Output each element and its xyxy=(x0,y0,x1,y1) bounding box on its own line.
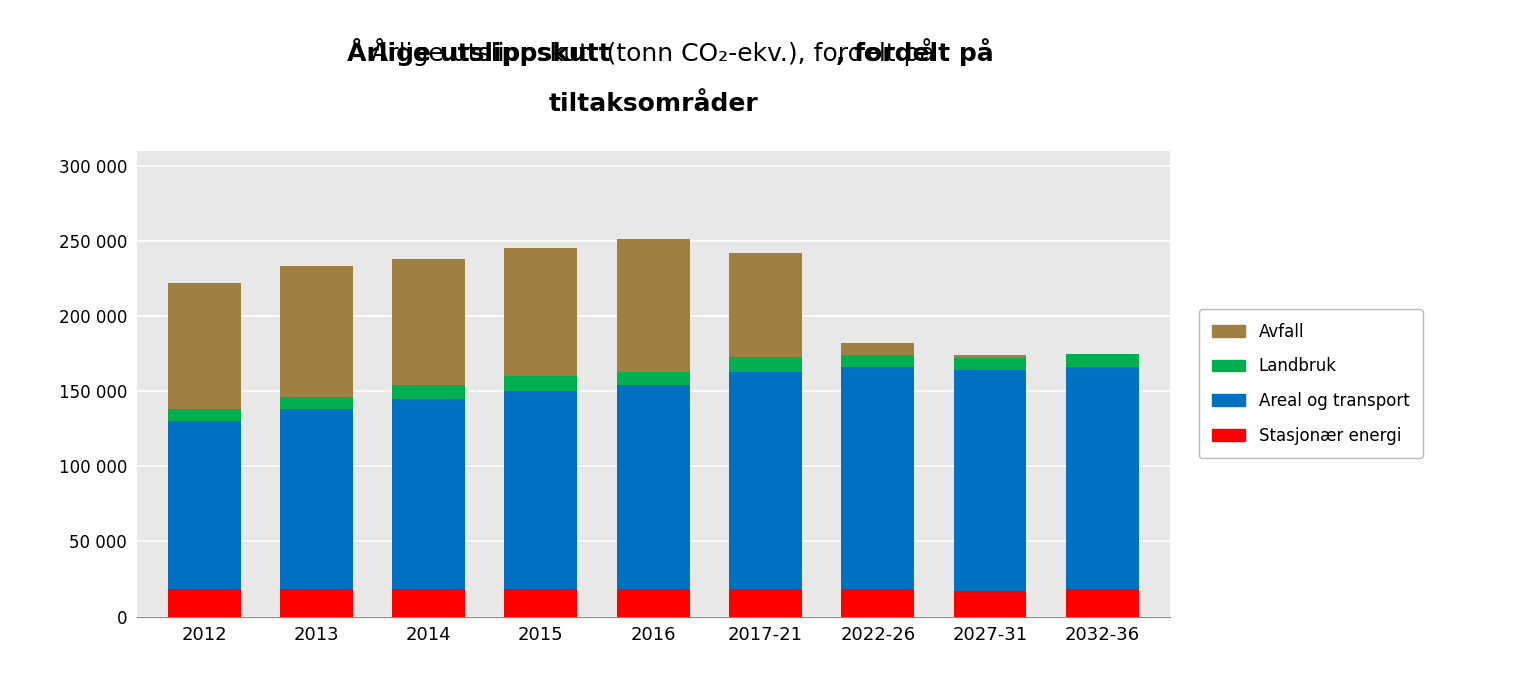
Bar xyxy=(392,385,465,399)
Bar xyxy=(842,343,914,355)
Text: Årlige utslippskutt (tonn CO₂-ekv.), fordelt på: Årlige utslippskutt (tonn CO₂-ekv.), for… xyxy=(371,38,936,66)
Bar xyxy=(617,371,690,385)
Bar xyxy=(617,239,690,371)
Bar xyxy=(279,590,352,616)
Bar xyxy=(167,409,240,421)
Bar xyxy=(504,249,577,376)
Bar xyxy=(392,590,465,616)
Bar xyxy=(1066,367,1139,590)
Bar xyxy=(167,421,240,590)
Bar xyxy=(279,266,352,397)
Bar xyxy=(1066,590,1139,616)
Bar xyxy=(279,397,352,409)
Bar xyxy=(729,253,802,357)
Bar xyxy=(842,590,914,616)
Bar xyxy=(954,358,1027,370)
Bar xyxy=(504,376,577,391)
Bar xyxy=(617,590,690,616)
Bar xyxy=(954,370,1027,591)
Bar xyxy=(954,591,1027,616)
Bar xyxy=(842,355,914,367)
Bar xyxy=(617,385,690,590)
Bar xyxy=(167,283,240,409)
Bar xyxy=(729,357,802,371)
Bar xyxy=(392,399,465,590)
Bar xyxy=(729,371,802,590)
Bar xyxy=(729,590,802,616)
Bar xyxy=(954,355,1027,358)
Bar xyxy=(504,391,577,590)
Bar xyxy=(392,259,465,385)
Bar xyxy=(1066,353,1139,367)
Text: Årlige utslippskutt: Årlige utslippskutt xyxy=(346,38,611,66)
Bar xyxy=(842,367,914,590)
Text: tiltaksområder: tiltaksområder xyxy=(548,92,758,116)
Bar xyxy=(279,409,352,590)
Text: , fordelt på: , fordelt på xyxy=(835,38,993,66)
Bar xyxy=(504,590,577,616)
Legend: Avfall, Landbruk, Areal og transport, Stasjonær energi: Avfall, Landbruk, Areal og transport, St… xyxy=(1198,309,1423,458)
Bar xyxy=(167,590,240,616)
